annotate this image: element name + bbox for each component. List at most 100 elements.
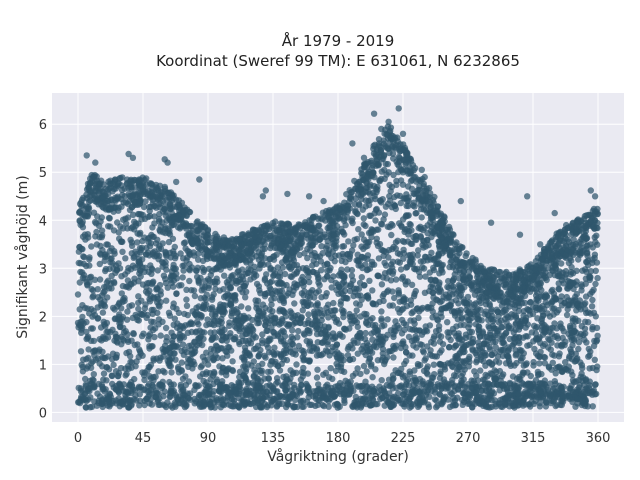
data-point [413, 344, 420, 351]
data-point [246, 322, 253, 329]
data-point [119, 248, 126, 255]
data-point [266, 335, 273, 342]
data-point [197, 364, 204, 371]
data-point [127, 177, 134, 184]
data-point [259, 301, 267, 308]
data-point [206, 370, 214, 377]
data-point [335, 320, 343, 327]
data-point [151, 333, 158, 341]
data-point [269, 349, 276, 356]
data-point [171, 243, 178, 251]
data-point [505, 344, 512, 351]
data-point [243, 254, 250, 261]
data-point [144, 249, 152, 256]
data-point [353, 307, 360, 314]
data-point [431, 276, 439, 284]
data-point [375, 136, 383, 143]
data-point [456, 249, 463, 257]
data-point [384, 288, 391, 295]
data-point [332, 244, 339, 251]
data-point [327, 365, 334, 372]
data-point [384, 331, 391, 338]
data-point [212, 230, 219, 238]
data-point [295, 223, 302, 230]
data-point [567, 346, 574, 353]
data-point [377, 220, 385, 227]
data-point [486, 346, 494, 353]
data-point [330, 299, 337, 307]
data-point [130, 330, 137, 338]
data-point [259, 331, 266, 338]
data-point [150, 355, 157, 362]
data-point [180, 255, 187, 262]
data-point [594, 205, 601, 213]
data-point [272, 314, 279, 321]
data-point [366, 238, 373, 246]
data-point [251, 345, 258, 353]
data-point [84, 205, 92, 212]
data-point [480, 273, 488, 280]
data-point [363, 311, 370, 318]
data-point [420, 265, 428, 272]
data-point [496, 367, 504, 375]
data-point [424, 371, 431, 378]
data-point [422, 273, 429, 280]
data-point [268, 324, 275, 331]
data-point [407, 169, 414, 177]
data-point [368, 361, 375, 368]
data-point [315, 287, 322, 295]
data-point [519, 369, 527, 376]
data-point [271, 295, 278, 302]
data-point [553, 364, 560, 372]
data-point [553, 332, 561, 340]
data-point [455, 300, 462, 307]
data-point [325, 323, 332, 331]
data-point [371, 192, 378, 200]
data-point [206, 305, 213, 313]
data-point [122, 328, 129, 335]
data-point [229, 358, 236, 365]
data-point [238, 303, 245, 310]
data-point [273, 239, 280, 247]
data-point [261, 245, 268, 253]
data-point [306, 289, 313, 296]
data-point [504, 353, 511, 360]
data-point [295, 240, 302, 247]
chart-title: År 1979 - 2019 [282, 31, 395, 50]
data-point [500, 332, 508, 340]
data-point [542, 269, 549, 276]
data-point [76, 217, 83, 224]
data-point [400, 297, 407, 304]
data-point [219, 355, 226, 362]
data-point [107, 205, 115, 212]
data-point [548, 339, 555, 346]
data-point [378, 308, 385, 315]
data-point [587, 217, 594, 225]
data-point [486, 324, 493, 332]
data-point [188, 346, 195, 353]
data-point [333, 341, 341, 348]
data-point [403, 202, 410, 210]
data-point [473, 351, 480, 359]
data-point [592, 267, 599, 274]
data-point [236, 368, 244, 375]
data-point [311, 226, 318, 234]
data-point [444, 329, 451, 336]
data-point [576, 297, 583, 304]
data-point [587, 268, 595, 275]
data-point [220, 333, 227, 340]
data-point [367, 212, 374, 219]
data-point [159, 263, 166, 270]
data-point [142, 198, 149, 205]
data-point [521, 319, 528, 326]
data-point [148, 189, 156, 197]
data-point [102, 185, 110, 192]
data-point [480, 277, 487, 285]
data-point [207, 329, 214, 336]
data-point [252, 242, 259, 249]
data-point [241, 327, 248, 334]
data-point [548, 330, 556, 338]
data-point [449, 231, 456, 238]
data-point [175, 363, 182, 371]
data-point [155, 368, 162, 375]
